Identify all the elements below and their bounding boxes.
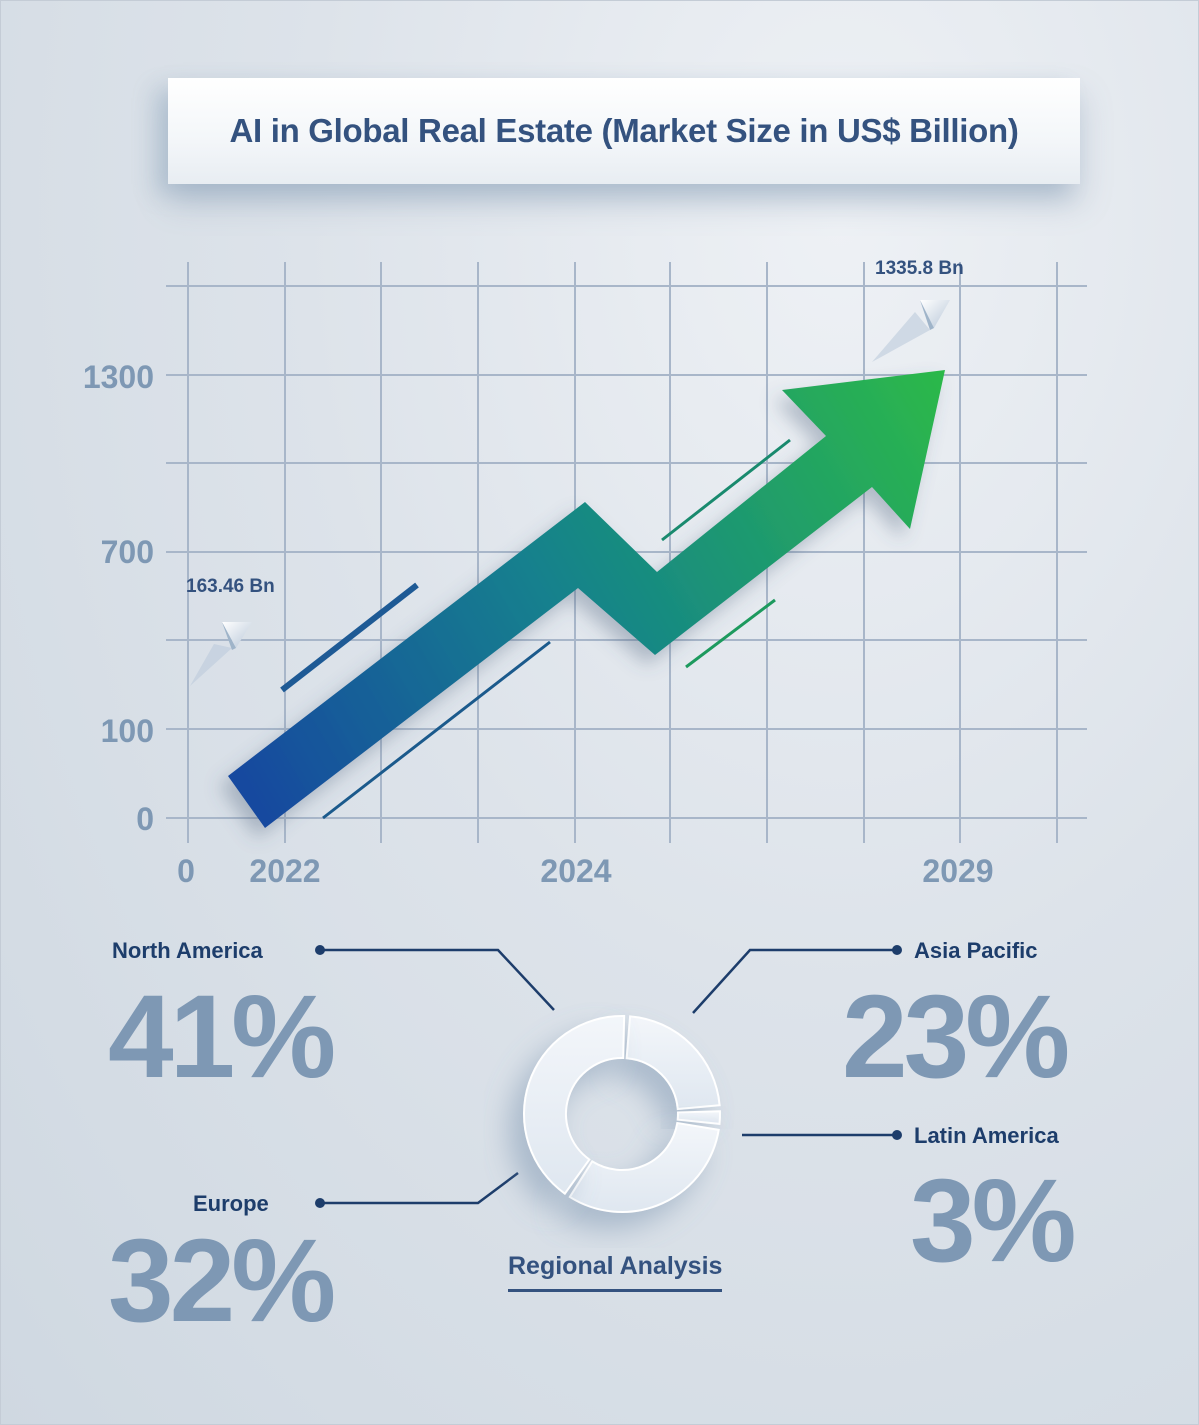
asia-pacific-label: Asia Pacific [914, 938, 1038, 963]
donut-slice-asia-pacific [625, 1015, 721, 1111]
asia-pacific-dot [892, 945, 902, 955]
europe-label: Europe [193, 1191, 269, 1216]
trend-line [661, 438, 791, 542]
end-value-annotation: 1335.8 Bn [875, 258, 964, 279]
europe-dot [315, 1198, 325, 1208]
donut-slice-europe [568, 1121, 720, 1213]
x-tick-label: 0 [177, 853, 195, 889]
latin-america-dot [892, 1130, 902, 1140]
trend-lines [280, 438, 791, 820]
start-marker [190, 622, 252, 686]
x-tick-label: 2029 [922, 853, 993, 889]
title-banner: AI in Global Real Estate (Market Size in… [168, 78, 1080, 184]
europe-connector [320, 1172, 519, 1205]
x-tick-label: 2022 [249, 853, 320, 889]
trend-line [280, 582, 419, 693]
latin-america-percent: 3% [910, 1155, 1077, 1287]
end-marker [872, 300, 950, 362]
latin-america-label: Latin America [914, 1123, 1059, 1148]
asia-pacific-connector [692, 948, 897, 1014]
chart-title: AI in Global Real Estate (Market Size in… [229, 112, 1019, 149]
north-america-dot [315, 945, 325, 955]
north-america-percent: 41% [108, 971, 336, 1103]
regional-analysis-title: Regional Analysis [508, 1252, 723, 1292]
donut-segments [523, 1015, 721, 1213]
connector-lines [315, 945, 902, 1208]
trend-line [685, 598, 776, 669]
market-size-chart: 0 100 700 1300 0 2022 2024 2029 163.46 Bn 1335.… [83, 258, 1087, 889]
north-america-connector [320, 948, 555, 1011]
start-value-annotation: 163.46 Bn [186, 576, 275, 597]
y-tick-label: 100 [101, 713, 154, 749]
axis-ticks: 0 100 700 1300 0 2022 2024 2029 [83, 359, 994, 889]
y-tick-label: 700 [101, 534, 154, 570]
north-america-label: North America [112, 938, 263, 963]
y-tick-label: 0 [136, 801, 154, 837]
donut-slice-north-america [523, 1015, 626, 1196]
growth-arrow [228, 370, 945, 828]
trend-line [322, 640, 551, 820]
y-tick-label: 1300 [83, 359, 154, 395]
donut-slice-latin-america [676, 1110, 721, 1125]
asia-pacific-percent: 23% [842, 971, 1070, 1103]
europe-percent: 32% [108, 1215, 336, 1347]
x-tick-label: 2024 [540, 853, 611, 889]
